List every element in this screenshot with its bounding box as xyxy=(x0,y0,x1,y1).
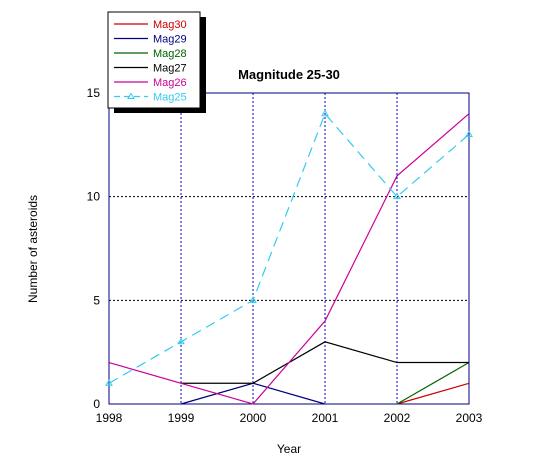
tick-labels: 1998 1999 2000 2001 2002 2003 0 5 10 15 xyxy=(87,86,483,425)
legend-items: Mag30 Mag29 Mag28 Mag27 Mag26 Mag25 xyxy=(114,19,187,104)
grid xyxy=(109,93,469,404)
data-point-mag25 xyxy=(105,379,113,386)
data-point-mag25 xyxy=(249,296,257,303)
series-line-mag27 xyxy=(181,341,469,384)
data-point-mag25 xyxy=(321,109,329,117)
chart-title: Magnitude 25-30 xyxy=(238,67,340,82)
series-layer xyxy=(105,109,473,405)
data-point-mag25 xyxy=(393,192,401,200)
x-axis-label: Year xyxy=(277,442,301,456)
legend-label-mag30: Mag30 xyxy=(153,19,187,31)
x-tick-label: 2000 xyxy=(240,411,267,425)
x-tick-label: 1999 xyxy=(168,411,195,425)
x-tick-label: 1998 xyxy=(96,411,123,425)
y-tick-label: 5 xyxy=(93,293,100,307)
data-point-mag25 xyxy=(465,130,473,137)
y-tick-label: 0 xyxy=(93,397,100,411)
x-tick-label: 2002 xyxy=(384,411,411,425)
y-axis-label: Number of asteroids xyxy=(26,195,40,303)
x-tick-label: 2001 xyxy=(312,411,339,425)
legend-box xyxy=(107,11,201,109)
legend-label-mag25: Mag25 xyxy=(153,92,187,104)
series-line-mag28 xyxy=(396,362,470,405)
y-tick-label: 10 xyxy=(87,190,101,204)
series-line-mag25 xyxy=(108,112,470,384)
legend: Mag30 Mag29 Mag28 Mag27 Mag26 Mag25 xyxy=(107,11,206,113)
plot-frame xyxy=(108,92,470,405)
legend-label-mag28: Mag28 xyxy=(153,48,187,60)
series-line-mag26 xyxy=(108,113,470,405)
series-line-mag30 xyxy=(396,382,470,405)
x-tick-label: 2003 xyxy=(456,411,483,425)
y-tick-label: 15 xyxy=(87,86,101,100)
data-point-mag25 xyxy=(177,337,185,345)
legend-label-mag27: Mag27 xyxy=(153,63,187,75)
legend-label-mag26: Mag26 xyxy=(153,77,187,89)
legend-label-mag29: Mag29 xyxy=(153,34,187,46)
legend-marker-mag25 xyxy=(127,92,135,99)
